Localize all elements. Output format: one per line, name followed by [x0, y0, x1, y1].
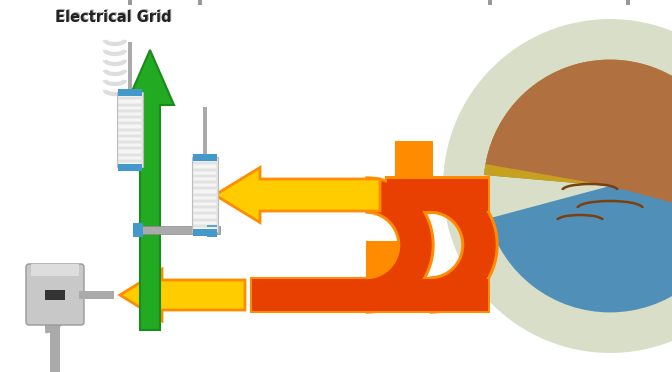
Bar	[193, 154, 217, 161]
Bar	[198, 0, 202, 5]
Bar	[193, 229, 217, 236]
Text: Electrical Grid: Electrical Grid	[55, 10, 171, 25]
Polygon shape	[366, 177, 434, 313]
Bar	[118, 124, 142, 128]
Bar	[207, 223, 217, 237]
Bar	[385, 176, 490, 214]
Bar	[118, 131, 142, 135]
Bar	[385, 177, 490, 213]
FancyBboxPatch shape	[26, 264, 84, 325]
Bar	[203, 107, 207, 157]
Bar	[118, 137, 142, 141]
Bar	[192, 157, 218, 232]
Wedge shape	[486, 60, 672, 275]
Bar	[626, 0, 630, 5]
Bar	[50, 322, 60, 372]
Bar	[118, 118, 142, 122]
Bar	[118, 164, 142, 171]
Polygon shape	[430, 180, 495, 310]
Wedge shape	[484, 60, 672, 186]
Bar	[128, 42, 132, 92]
Wedge shape	[484, 61, 610, 186]
Bar	[193, 196, 217, 200]
Bar	[193, 164, 217, 169]
Bar	[118, 162, 142, 166]
Bar	[118, 149, 142, 154]
FancyArrow shape	[120, 269, 245, 321]
Bar	[193, 177, 217, 181]
Bar	[193, 183, 217, 187]
Bar	[193, 227, 217, 231]
Bar	[250, 277, 490, 313]
Circle shape	[450, 26, 672, 346]
Bar	[118, 89, 142, 96]
Bar	[118, 155, 142, 160]
Bar	[140, 226, 220, 234]
Text: Electrical Grid: Electrical Grid	[56, 9, 173, 24]
FancyArrow shape	[215, 167, 380, 222]
Bar	[193, 158, 217, 162]
Bar	[118, 106, 142, 110]
Bar	[366, 241, 404, 310]
Bar	[45, 290, 65, 300]
Bar	[193, 221, 217, 225]
Bar	[388, 179, 487, 211]
FancyArrow shape	[126, 50, 174, 330]
Bar	[117, 92, 143, 167]
Bar	[79, 291, 114, 299]
Bar	[118, 93, 142, 97]
Bar	[133, 223, 143, 237]
Bar	[193, 214, 217, 218]
Bar	[252, 279, 488, 311]
Bar	[395, 141, 433, 210]
Polygon shape	[366, 180, 431, 310]
Bar	[193, 170, 217, 175]
Bar	[118, 143, 142, 147]
Bar	[118, 99, 142, 103]
Bar	[128, 0, 132, 5]
Bar	[193, 189, 217, 193]
Polygon shape	[430, 177, 498, 313]
Bar	[193, 208, 217, 212]
FancyBboxPatch shape	[31, 264, 79, 276]
Bar	[387, 179, 488, 211]
Wedge shape	[488, 186, 672, 312]
Bar	[193, 202, 217, 206]
Bar	[488, 0, 492, 5]
Bar	[118, 112, 142, 116]
